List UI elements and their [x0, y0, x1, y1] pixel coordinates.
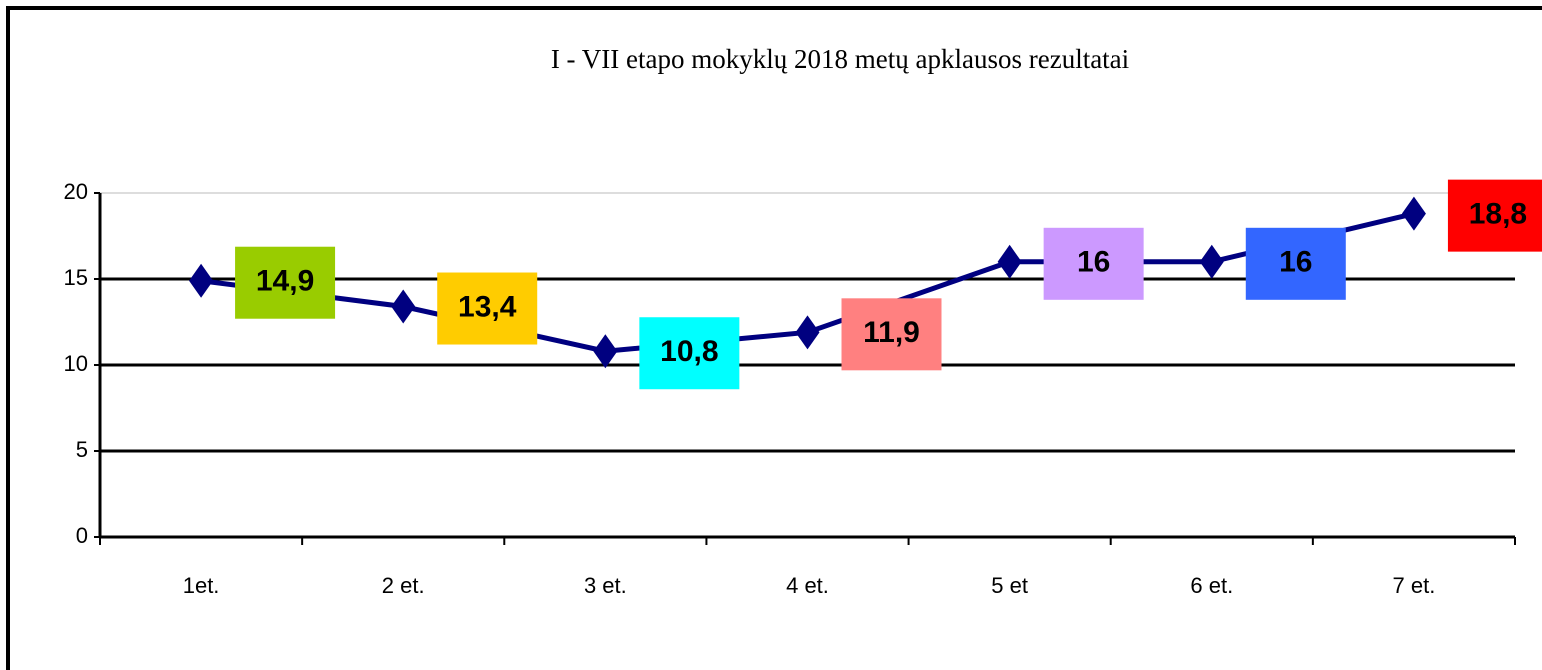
value-label-box — [1447, 179, 1542, 252]
chart-frame — [6, 6, 1542, 670]
value-label-box — [1245, 227, 1346, 300]
chart-title: I - VII etapo mokyklų 2018 metų apklauso… — [551, 44, 1129, 74]
x-tick-label: 7 et. — [1393, 573, 1436, 598]
y-tick-label: 0 — [76, 523, 88, 548]
x-tick-label: 3 et. — [584, 573, 627, 598]
value-label-box — [437, 272, 538, 345]
value-label: 10,8 — [660, 335, 718, 368]
value-label: 16 — [1077, 246, 1110, 279]
marker — [189, 263, 214, 298]
value-label-box — [639, 317, 740, 390]
x-tick-label: 1et. — [183, 573, 220, 598]
y-tick-label: 10 — [64, 351, 88, 376]
x-tick-label: 4 et. — [786, 573, 829, 598]
marker — [391, 289, 416, 324]
x-tick-label: 6 et. — [1190, 573, 1233, 598]
value-label-box — [235, 246, 336, 319]
value-label: 14,9 — [256, 265, 314, 298]
y-tick-label: 20 — [64, 179, 88, 204]
marker — [593, 334, 618, 369]
value-label-box — [841, 298, 942, 371]
value-label: 11,9 — [863, 316, 920, 349]
y-tick-label: 5 — [76, 437, 88, 462]
x-tick-label: 2 et. — [382, 573, 425, 598]
marker — [795, 315, 820, 350]
x-tick-label: 5 et — [991, 573, 1028, 598]
value-label: 18,8 — [1469, 198, 1527, 231]
value-label: 16 — [1279, 246, 1312, 279]
marker — [1401, 196, 1426, 231]
value-label: 13,4 — [458, 290, 517, 323]
marker — [1199, 244, 1224, 279]
value-label-box — [1043, 227, 1144, 300]
y-tick-label: 15 — [64, 265, 88, 290]
marker — [997, 244, 1022, 279]
